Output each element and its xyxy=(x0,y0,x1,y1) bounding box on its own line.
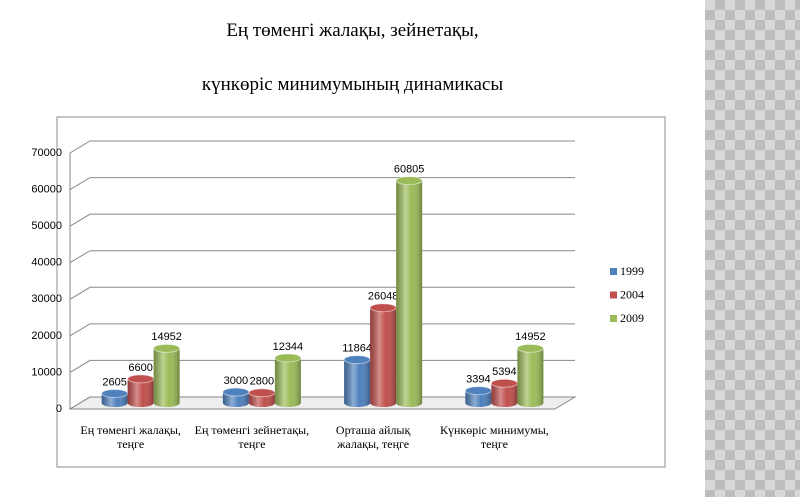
bar xyxy=(101,388,129,407)
y-tick-label: 40000 xyxy=(31,257,62,269)
value-label: 14952 xyxy=(151,331,182,343)
chart-subtitle: күнкөріс минимумының динамикасы xyxy=(201,74,504,95)
legend-swatch xyxy=(610,291,617,299)
value-label: 2800 xyxy=(250,376,274,388)
x-tick-label: Ең төменгі жалақы, теңге xyxy=(80,423,181,451)
bar-top xyxy=(101,388,129,398)
grid-line xyxy=(69,140,575,154)
value-label: 3394 xyxy=(466,373,490,385)
bar-top xyxy=(516,343,544,353)
bar-top xyxy=(153,343,181,353)
bar-top xyxy=(222,387,250,397)
y-tick-label: 70000 xyxy=(31,147,62,159)
bar-shine xyxy=(344,359,371,407)
y-tick-label: 10000 xyxy=(31,366,62,378)
value-label: 26048 xyxy=(368,291,399,303)
bar xyxy=(464,386,492,407)
bar-top xyxy=(369,303,397,313)
bar-top xyxy=(127,374,155,384)
bar-top xyxy=(490,378,518,388)
bar xyxy=(343,355,371,407)
chart: 0 10000 20000 30000 40000 50000 60000 70000 2605… xyxy=(31,116,666,468)
value-label: 60805 xyxy=(394,164,425,176)
bar xyxy=(516,343,544,407)
value-label: 6600 xyxy=(128,362,152,374)
legend-label: 2009 xyxy=(620,311,644,325)
bar-shine xyxy=(491,383,518,407)
legend-label: 1999 xyxy=(620,264,644,278)
legend-swatch xyxy=(610,315,617,322)
bar-top xyxy=(274,353,302,363)
side-pattern xyxy=(705,0,800,497)
bar-top xyxy=(343,355,371,365)
y-tick-label: 0 xyxy=(56,403,62,415)
bar-shine xyxy=(396,180,423,407)
bar xyxy=(395,176,423,407)
bar-shine xyxy=(465,390,492,407)
x-tick-label: Ең төменгі зейнетақы, теңге xyxy=(194,423,310,451)
bar xyxy=(248,388,276,407)
y-tick-label: 50000 xyxy=(31,220,62,232)
bar-shine xyxy=(274,357,301,407)
value-label: 5394 xyxy=(492,366,516,378)
y-tick-label: 30000 xyxy=(31,293,62,305)
bar-shine xyxy=(153,348,180,407)
value-label: 14952 xyxy=(515,331,546,343)
chart-title: Ең төменгі жалақы, зейнетақы, xyxy=(226,20,479,41)
bar xyxy=(274,353,302,407)
bar-top xyxy=(248,388,276,398)
x-tick-label: Орташа айлық жалақы, теңге xyxy=(335,423,411,451)
bar xyxy=(127,374,155,407)
bar-top xyxy=(464,386,492,396)
bar xyxy=(369,303,397,407)
value-label: 11864 xyxy=(342,343,372,355)
y-tick-label: 20000 xyxy=(31,330,62,342)
bar xyxy=(222,387,250,407)
bar xyxy=(153,343,181,407)
value-label: 12344 xyxy=(273,341,304,353)
value-label: 2605 xyxy=(102,376,126,388)
bar-shine xyxy=(370,307,397,407)
bar-shine xyxy=(517,348,544,407)
legend-swatch xyxy=(610,268,617,275)
y-tick-label: 60000 xyxy=(31,183,62,195)
bar-shine xyxy=(127,378,154,407)
value-label: 3000 xyxy=(224,375,248,387)
bar xyxy=(490,378,518,407)
chart-frame xyxy=(56,116,666,468)
x-tick-label: Күнкөріс минимумы, теңге xyxy=(439,423,549,451)
legend-label: 2004 xyxy=(620,287,644,301)
bar-top xyxy=(395,176,423,186)
